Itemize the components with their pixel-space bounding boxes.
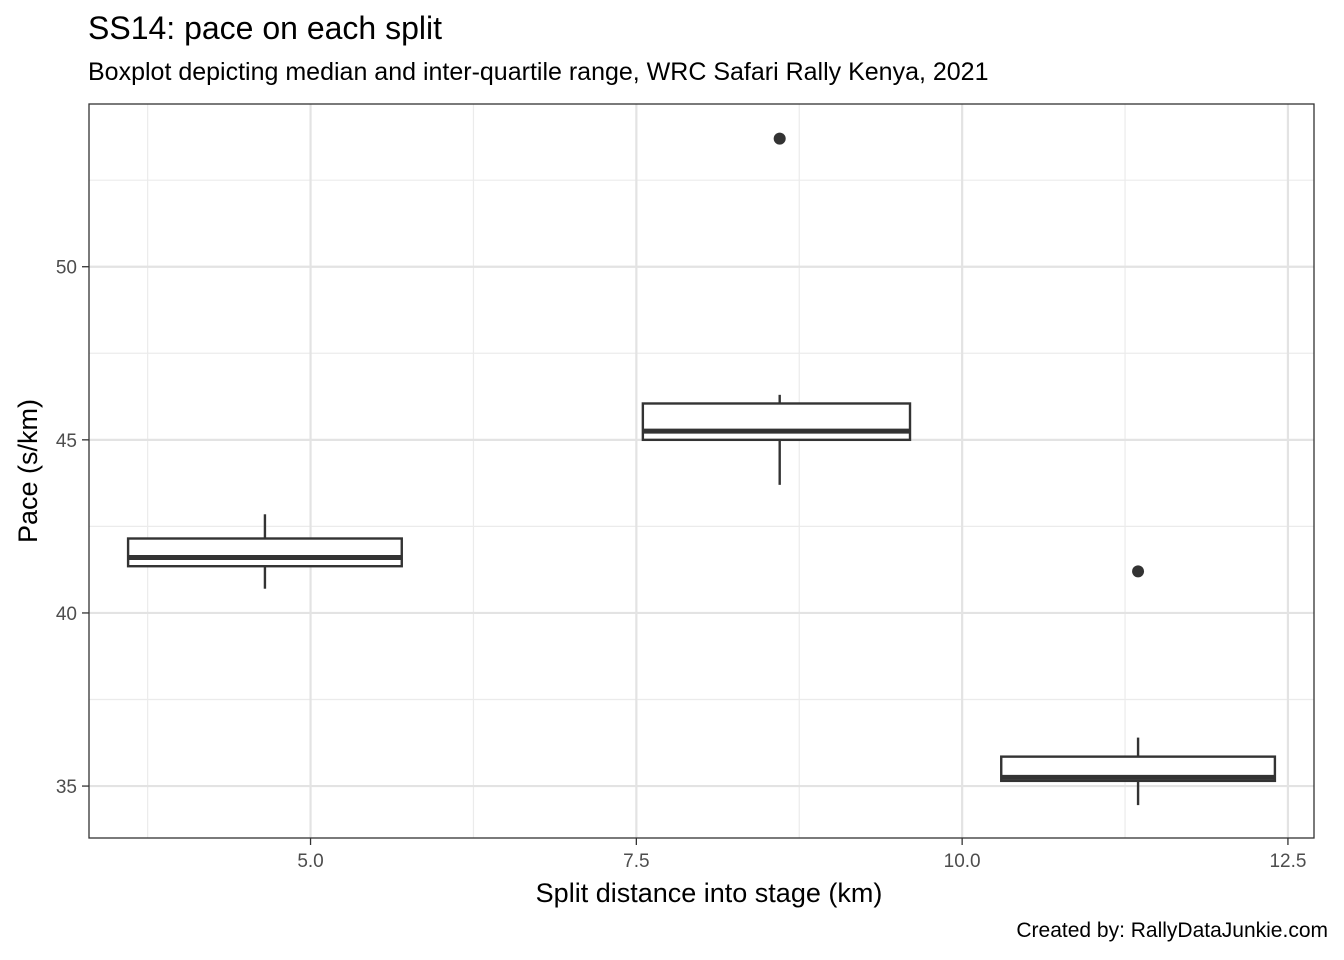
x-axis-title: Split distance into stage (km) <box>536 878 883 908</box>
y-tick-label: 40 <box>56 604 77 625</box>
chart-subtitle: Boxplot depicting median and inter-quart… <box>88 58 989 86</box>
x-tick-label: 10.0 <box>944 851 981 872</box>
box <box>1000 565 1277 806</box>
outlier-point <box>773 132 786 145</box>
y-tick-label: 45 <box>56 431 77 452</box>
box <box>641 132 912 485</box>
major-gridlines <box>89 104 1314 838</box>
y-tick-label: 50 <box>56 258 77 279</box>
plot-panel-background <box>89 104 1314 838</box>
y-axis-title: Pace (s/km) <box>13 399 43 543</box>
x-axis-ticks: 5.0 7.5 10.0 12.5 <box>297 838 1306 872</box>
box <box>126 514 403 589</box>
minor-gridlines <box>89 104 1314 838</box>
chart-caption: Created by: RallyDataJunkie.com <box>1016 919 1328 942</box>
x-tick-label: 12.5 <box>1269 851 1306 872</box>
plot-panel-border <box>88 103 1315 839</box>
y-tick-label: 35 <box>56 777 77 798</box>
y-axis-ticks: 35 40 45 50 <box>56 258 89 798</box>
chart-title: SS14: pace on each split <box>88 10 443 46</box>
outlier-point <box>1132 565 1145 578</box>
x-tick-label: 7.5 <box>623 851 649 872</box>
box-series <box>126 132 1277 806</box>
box-iqr <box>641 402 912 442</box>
x-tick-label: 5.0 <box>297 851 323 872</box>
box-iqr <box>126 537 403 568</box>
